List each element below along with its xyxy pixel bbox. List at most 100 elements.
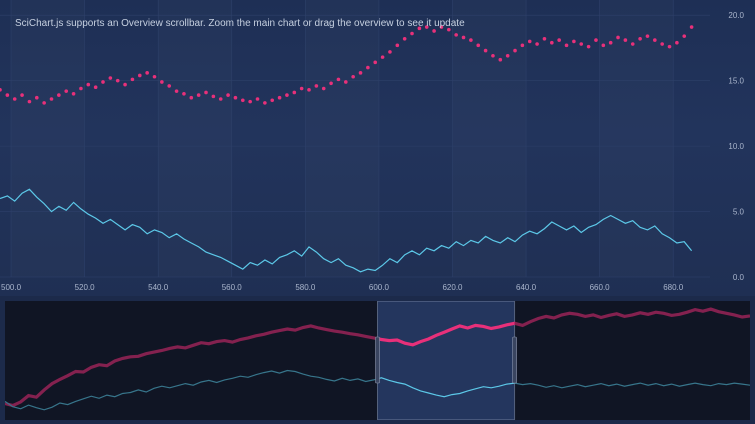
scatter-point: [557, 38, 561, 42]
scatter-point: [513, 48, 517, 53]
scatter-point: [79, 86, 83, 91]
scatter-point: [248, 99, 252, 104]
scatter-point: [417, 26, 422, 31]
scatter-point: [167, 84, 172, 88]
scatter-point: [447, 27, 451, 32]
chart-caption: SciChart.js supports an Overview scrollb…: [15, 18, 465, 29]
scatter-point: [594, 38, 598, 42]
grid-band: [452, 0, 526, 277]
scatter-point: [432, 29, 436, 33]
line-series: [0, 188, 693, 273]
scatter-point: [20, 93, 24, 97]
scatter-point: [395, 43, 400, 48]
scatter-point: [358, 71, 363, 75]
scatter-point: [57, 93, 61, 97]
y-tick-label: 0.0: [733, 273, 745, 282]
y-tick-label: 10.0: [728, 142, 744, 151]
scatter-point: [366, 65, 370, 70]
scatter-point: [439, 25, 444, 29]
scatter-point: [233, 95, 238, 100]
overview-selected-window[interactable]: [377, 301, 516, 420]
scatter-point: [630, 42, 635, 46]
scatter-point: [601, 43, 606, 48]
overview-scrollbar[interactable]: [5, 301, 750, 420]
scatter-point: [0, 88, 2, 92]
scatter-point: [101, 80, 105, 84]
x-tick-label: 500.0: [1, 283, 22, 292]
scatter-point: [174, 89, 179, 93]
grid-band: [305, 0, 379, 277]
scatter-point: [263, 101, 267, 105]
scatter-point: [123, 82, 127, 87]
scatter-point: [160, 80, 164, 84]
main-chart[interactable]: 0.05.010.015.020.0 500.0 520.0 540.0 560.0 5…: [0, 0, 755, 296]
scatter-point: [476, 43, 481, 48]
scatter-point: [483, 48, 488, 53]
scatter-point: [616, 35, 620, 40]
x-tick-label: 600.0: [369, 283, 390, 292]
scatter-point: [292, 90, 297, 95]
y-tick-label: 5.0: [733, 208, 745, 217]
scatter-point: [344, 80, 348, 84]
y-axis[interactable]: 0.0 5.0 10.0 15.0 20.0: [728, 11, 744, 282]
scatter-point: [182, 91, 186, 96]
scatter-point: [314, 84, 319, 88]
scatter-point: [86, 82, 91, 87]
x-tick-label: 620.0: [442, 283, 463, 292]
overview-handle-left[interactable]: [375, 336, 380, 384]
x-axis[interactable]: 500.0 520.0 540.0 560.0 580.0 600.0 620.0 640.0…: [1, 283, 684, 292]
scatter-point: [461, 35, 466, 40]
scatter-point: [270, 98, 275, 103]
scatter-point: [329, 81, 333, 86]
scatter-point: [93, 85, 98, 90]
scatter-point: [579, 42, 584, 46]
y-tick-label: 15.0: [728, 77, 744, 86]
scatter-point: [572, 39, 576, 44]
overview-window[interactable]: [377, 301, 516, 420]
scatter-point: [373, 60, 378, 65]
scatter-point: [689, 25, 694, 29]
scatter-point: [542, 36, 547, 41]
overview-handle-right[interactable]: [512, 336, 517, 384]
scatter-point: [638, 36, 642, 41]
scatter-point: [307, 88, 311, 92]
scatter-point: [27, 99, 32, 104]
main-series: [0, 25, 694, 273]
scatter-point: [137, 73, 142, 78]
overview-mask-right: [514, 301, 750, 420]
scatter-point: [388, 50, 392, 54]
scatter-point: [299, 86, 304, 91]
scatter-point: [498, 57, 503, 62]
scatter-point: [535, 42, 539, 46]
x-tick-label: 540.0: [148, 283, 169, 292]
scatter-point: [108, 76, 113, 80]
scatter-point: [130, 77, 135, 82]
y-tick-label: 20.0: [728, 11, 744, 20]
scatter-point: [505, 54, 510, 58]
scatter-point: [491, 54, 495, 58]
scatter-point: [623, 38, 628, 42]
scatter-point: [64, 89, 69, 93]
scatter-point: [226, 93, 230, 97]
x-tick-label: 660.0: [590, 283, 611, 292]
scatter-point: [12, 97, 17, 101]
scatter-point: [285, 93, 289, 97]
scatter-point: [564, 43, 569, 48]
scatter-point: [255, 97, 260, 101]
scatter-point: [42, 101, 46, 105]
scatter-point: [454, 33, 458, 37]
scatter-point: [424, 25, 429, 29]
overview-handles[interactable]: [375, 336, 517, 384]
scatter-point: [410, 31, 414, 36]
scatter-point: [520, 43, 525, 48]
scatter-point: [645, 34, 650, 38]
scatter-point: [675, 40, 679, 45]
scatter-point: [145, 71, 149, 75]
x-tick-label: 520.0: [75, 283, 96, 292]
scatter-point: [277, 95, 282, 100]
x-tick-label: 680.0: [663, 283, 684, 292]
scatter-point: [34, 95, 39, 100]
scatter-point: [211, 94, 216, 99]
scatter-point: [115, 78, 120, 83]
scatter-point: [71, 91, 76, 96]
